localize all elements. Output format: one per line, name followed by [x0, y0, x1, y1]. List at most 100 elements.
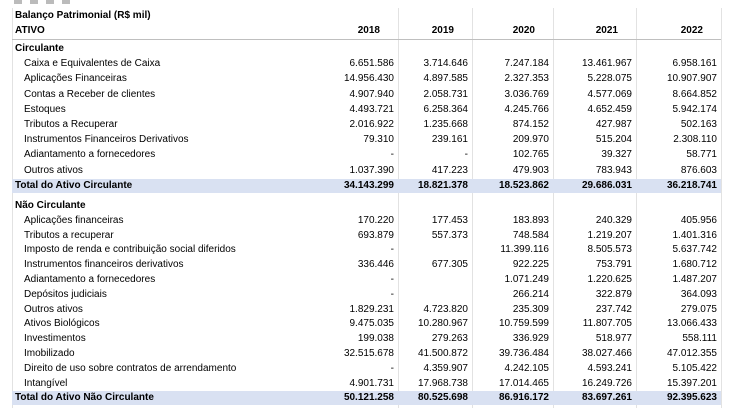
value-cell: 1.037.390 — [349, 164, 395, 176]
value-cell: 4.723.820 — [423, 303, 469, 315]
value-cell: 922.225 — [512, 259, 549, 271]
value-cell: 240.329 — [595, 214, 632, 226]
value-cell: 364.093 — [680, 288, 717, 300]
value-cell: 405.956 — [680, 214, 717, 226]
row-label: Intangível — [24, 377, 68, 389]
value-cell: 239.161 — [431, 134, 468, 146]
value-cell: 5.637.742 — [672, 244, 718, 256]
value-cell: 557.373 — [431, 229, 468, 241]
total-label: Total do Ativo Circulante — [15, 179, 133, 191]
year-header: 2020 — [512, 25, 535, 36]
value-cell: 32.515.678 — [343, 348, 394, 359]
total-band — [12, 391, 721, 406]
value-cell: - — [390, 288, 394, 300]
value-cell: 16.249.726 — [581, 377, 632, 389]
section-heading: Circulante — [15, 43, 64, 54]
value-cell: 4.901.731 — [349, 377, 395, 389]
grid-line — [553, 8, 554, 408]
value-cell: 36.218.741 — [666, 179, 717, 191]
value-cell: 874.152 — [512, 119, 549, 130]
value-cell: 5.228.075 — [587, 73, 633, 85]
value-cell: 102.765 — [512, 149, 549, 161]
row-label: Outros ativos — [24, 164, 83, 176]
value-cell: 4.359.907 — [423, 362, 469, 374]
value-cell: 13.066.433 — [666, 318, 717, 330]
value-cell: 8.505.573 — [587, 244, 633, 256]
value-cell: 10.759.599 — [498, 318, 549, 330]
value-cell: 86.916.172 — [498, 392, 549, 404]
value-cell: 8.664.852 — [672, 88, 718, 100]
value-cell: 876.603 — [680, 164, 717, 176]
value-cell: 1.401.316 — [672, 229, 718, 241]
value-cell: 80.525.698 — [417, 392, 468, 404]
row-label: Depósitos judiciais — [24, 288, 107, 300]
value-cell: 47.012.355 — [666, 348, 717, 359]
row-label: Adiantamento a fornecedores — [24, 274, 156, 285]
value-cell: 4.897.585 — [423, 73, 469, 85]
value-cell: 4.652.459 — [587, 103, 633, 115]
value-cell: 3.714.646 — [423, 58, 469, 70]
value-cell: 14.956.430 — [343, 73, 394, 85]
value-cell: 41.500.872 — [417, 348, 468, 359]
header-border — [12, 39, 721, 40]
row-label: Imposto de renda e contribuição social d… — [24, 244, 236, 256]
value-cell: 322.879 — [595, 288, 632, 300]
value-cell: 515.204 — [595, 134, 632, 146]
value-cell: 235.309 — [512, 303, 549, 315]
value-cell: 5.105.422 — [672, 362, 718, 374]
value-cell: 1.235.668 — [423, 119, 469, 130]
total-label: Total do Ativo Não Circulante — [15, 392, 154, 404]
value-cell: 2.327.353 — [504, 73, 550, 85]
value-cell: 18.821.378 — [417, 179, 468, 191]
value-cell — [398, 288, 468, 302]
value-cell: 4.907.940 — [349, 88, 395, 100]
row-label: Ativos Biológicos — [24, 318, 100, 330]
grid-line — [472, 8, 473, 408]
row-label: Direito de uso sobre contratos de arrend… — [24, 362, 237, 374]
value-cell: - — [390, 149, 394, 161]
value-cell: 1.487.207 — [672, 274, 718, 285]
value-cell: 10.280.967 — [417, 318, 468, 330]
row-label: Aplicações financeiras — [24, 214, 124, 226]
value-cell: 177.453 — [431, 214, 468, 226]
value-cell: 83.697.261 — [581, 392, 632, 404]
value-cell: 4.593.241 — [587, 362, 633, 374]
row-label: Tributos a recuperar — [24, 229, 114, 241]
value-cell: 1.220.625 — [587, 274, 633, 285]
value-cell: 4.577.069 — [587, 88, 633, 100]
value-cell: 199.038 — [357, 333, 394, 345]
grid-line — [721, 8, 722, 408]
value-cell: 279.075 — [680, 303, 717, 315]
value-cell: 79.310 — [363, 134, 394, 146]
value-cell: 677.305 — [431, 259, 468, 271]
value-cell: 92.395.623 — [666, 392, 717, 404]
value-cell: 479.903 — [512, 164, 549, 176]
row-label: Instrumentos financeiros derivativos — [24, 259, 184, 271]
value-cell: - — [464, 149, 468, 161]
value-cell: 38.027.466 — [581, 348, 632, 359]
value-cell: 2.058.731 — [423, 88, 469, 100]
value-cell: 13.461.967 — [581, 58, 632, 70]
decor — [62, 0, 70, 4]
row-label: Imobilizado — [24, 348, 75, 359]
value-cell: 748.584 — [512, 229, 549, 241]
value-cell: 58.771 — [686, 149, 717, 161]
header-label: ATIVO — [15, 25, 45, 36]
grid-line — [398, 8, 399, 408]
total-band — [12, 178, 721, 193]
value-cell: - — [390, 362, 394, 374]
value-cell: 4.493.721 — [349, 103, 395, 115]
row-label: Contas a Receber de clientes — [24, 88, 156, 100]
grid-line — [636, 8, 637, 408]
value-cell: 1.680.712 — [672, 259, 718, 271]
value-cell: 6.258.364 — [423, 103, 469, 115]
value-cell — [398, 243, 468, 257]
value-cell: 17.014.465 — [498, 377, 549, 389]
row-label: Adiantamento a fornecedores — [24, 149, 156, 161]
value-cell: 17.968.738 — [417, 377, 468, 389]
decor — [30, 0, 38, 4]
row-label: Outros ativos — [24, 303, 83, 315]
year-header: 2018 — [357, 25, 380, 36]
value-cell: - — [390, 274, 394, 285]
